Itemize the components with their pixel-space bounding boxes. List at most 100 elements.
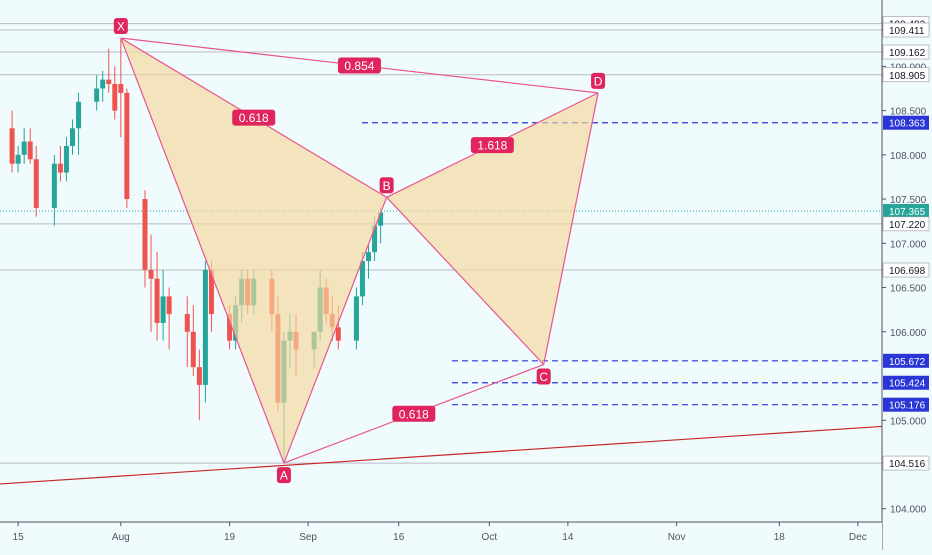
candle-body	[148, 269, 154, 279]
point-label: D	[594, 74, 603, 88]
price-label-text: 107.220	[889, 220, 926, 231]
price-label-box	[882, 44, 930, 60]
candle-body	[100, 79, 106, 89]
candle-body	[202, 269, 208, 385]
pattern-leg-cd	[543, 92, 599, 365]
price-tick-label: 107.000	[890, 239, 927, 250]
price-label-box	[883, 115, 929, 130]
price-label-text: 109.162	[889, 48, 926, 59]
harmonic-pattern: 0.854 0.618 1.618 0.618 X A B C D	[113, 18, 606, 484]
price-label-text: 108.363	[889, 119, 926, 130]
time-tick-label: Aug	[112, 532, 130, 543]
candle-body	[112, 84, 118, 111]
price-label-text: 109.411	[889, 26, 925, 37]
candle-body	[33, 159, 39, 208]
point-label-box	[379, 177, 394, 194]
point-label: A	[280, 469, 288, 483]
price-label-box	[882, 67, 930, 83]
ratio-label: 0.854	[344, 59, 374, 73]
price-label-box	[882, 455, 930, 471]
candle-body	[63, 145, 69, 173]
price-label-text: 105.672	[889, 357, 926, 368]
candle-body	[51, 163, 57, 208]
candle-body	[190, 331, 196, 368]
candle-body	[27, 141, 33, 160]
candle-body	[335, 327, 341, 341]
candle-body	[76, 101, 82, 129]
price-axis: 104.000 105.000 106.000 106.500 107.000 107.5…	[881, 0, 932, 550]
candle-body	[227, 314, 233, 341]
candle-body	[160, 296, 166, 323]
trendline	[0, 425, 883, 485]
ratio-label-box	[392, 405, 436, 422]
ratio-label-box	[232, 109, 276, 126]
price-label-text: 108.905	[889, 71, 926, 82]
time-tick-label: Nov	[668, 532, 686, 543]
ratio-label: 0.618	[239, 111, 269, 125]
candle-body	[366, 252, 372, 261]
price-label-box	[883, 204, 929, 219]
price-tick-label: 106.000	[890, 328, 927, 339]
price-tick-label: 104.000	[890, 505, 927, 516]
time-tick-label: 19	[224, 532, 236, 543]
price-label-box	[882, 262, 930, 278]
time-tick-label: 15	[13, 532, 25, 543]
time-axis: 15 Aug 19 Sep 16 Oct 14 Nov 18 Dec	[0, 521, 882, 550]
support-trendline	[0, 425, 883, 485]
candle-body	[21, 141, 27, 155]
time-tick-label: 16	[393, 532, 405, 543]
time-tick-label: Oct	[482, 532, 498, 543]
candle-body	[184, 314, 190, 332]
ratio-label-box	[337, 57, 381, 74]
point-label: X	[117, 20, 125, 34]
candle-body	[154, 278, 160, 323]
candle-body	[353, 296, 359, 341]
price-label-text: 104.516	[889, 459, 926, 470]
ratio-label: 1.618	[477, 139, 507, 153]
price-label-box	[883, 375, 929, 390]
time-tick-label: 14	[562, 532, 574, 543]
price-tick-label: 108.000	[890, 151, 927, 162]
candle-body	[359, 261, 365, 297]
point-label-box	[536, 368, 551, 385]
point-label-box	[591, 72, 606, 89]
time-tick-label: Dec	[849, 532, 867, 543]
candle-body	[57, 163, 63, 173]
pattern-leg-bc	[386, 196, 545, 365]
candle-body	[378, 212, 384, 226]
pattern-leg-xa	[120, 37, 285, 464]
price-label-text: 107.365	[889, 207, 926, 218]
price-tick-label: 107.500	[890, 195, 927, 206]
ratio-label: 0.618	[399, 407, 429, 421]
candle-body	[196, 367, 202, 385]
candle-body	[69, 128, 75, 146]
pattern-fill-xab	[120, 38, 387, 464]
pattern-fill-bcd	[386, 92, 599, 365]
candle-body	[372, 225, 378, 253]
pattern-leg-ab	[283, 197, 388, 464]
candle-body	[166, 296, 172, 315]
price-label-text: 106.698	[889, 266, 926, 277]
time-axis-background	[0, 522, 882, 550]
candle-body	[124, 92, 130, 200]
point-label: C	[539, 370, 548, 384]
time-tick-label: Sep	[299, 532, 317, 543]
candle-body	[208, 269, 214, 315]
price-label-text: 105.424	[889, 379, 926, 390]
candle-body	[15, 154, 21, 164]
ratio-label-box	[470, 137, 514, 154]
price-label-box	[882, 22, 930, 38]
price-tick-label: 106.500	[890, 284, 927, 295]
price-label-text: 105.176	[889, 401, 926, 412]
point-label-box	[276, 467, 291, 484]
price-label-box	[883, 353, 929, 368]
point-label-box	[113, 18, 128, 35]
point-label: B	[383, 179, 391, 193]
price-label-box	[882, 216, 930, 232]
candle-body	[142, 199, 148, 270]
candle-body	[9, 128, 15, 164]
candle-body	[106, 79, 112, 85]
price-label-box	[883, 397, 929, 412]
